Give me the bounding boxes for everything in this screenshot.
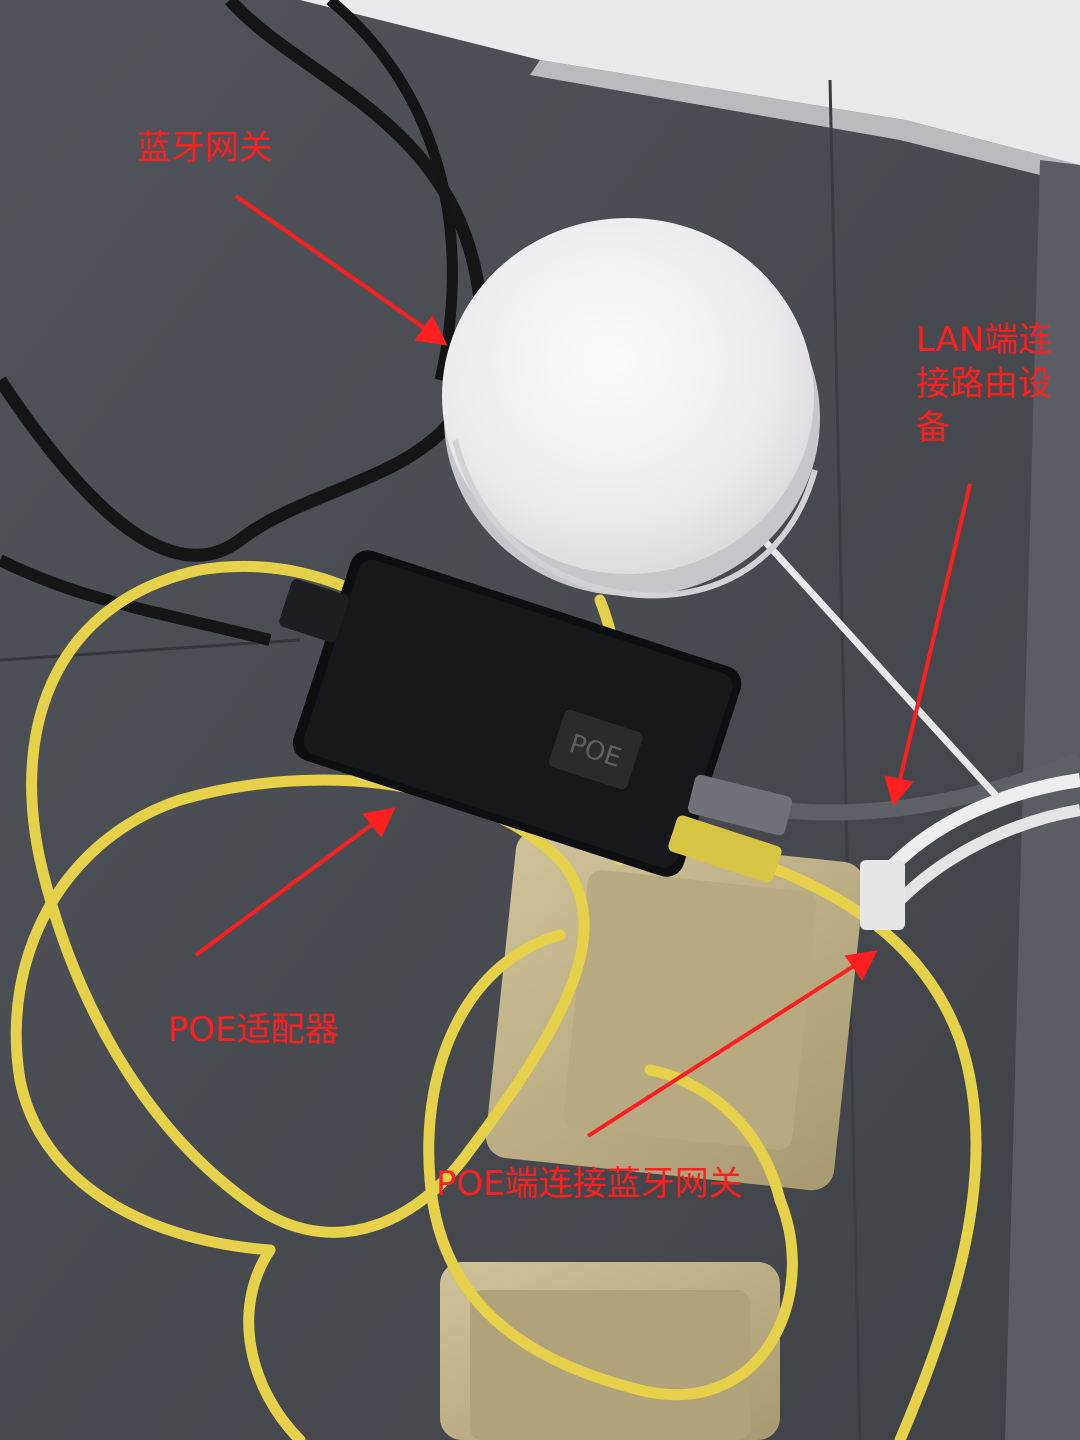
wall-socket bbox=[470, 1290, 750, 1440]
gateway-annotation: 蓝牙网关 bbox=[137, 128, 273, 168]
annotation-arrows bbox=[194, 194, 972, 1138]
white-cable bbox=[895, 804, 1080, 905]
arrow-poe-adapter-head bbox=[362, 807, 396, 838]
poe-adapter-annotation: POE适配器 bbox=[168, 1010, 339, 1050]
wall-strip bbox=[1005, 160, 1080, 1440]
poe-port-annotation: POE端连接蓝牙网关 bbox=[436, 1164, 743, 1204]
power-cable bbox=[0, 0, 489, 562]
desk-seam bbox=[828, 79, 862, 1440]
arrow-lan-head bbox=[884, 775, 914, 807]
rj45-connector bbox=[687, 774, 793, 836]
desk-seam bbox=[0, 638, 301, 662]
arrow-gateway-head bbox=[414, 315, 448, 346]
ethernet-cable bbox=[10, 560, 982, 1440]
arrow-gateway bbox=[234, 194, 432, 334]
power-cable bbox=[326, 0, 458, 382]
lan-port-annotation: LAN端连 接路由设 备 bbox=[916, 320, 1053, 448]
wall-shadow bbox=[530, 60, 1080, 185]
arrow-poe-port-head bbox=[844, 950, 878, 981]
wall-socket bbox=[563, 870, 817, 1150]
arrow-poe-port bbox=[586, 960, 862, 1138]
rj45-connector bbox=[668, 815, 782, 883]
white-cable bbox=[874, 773, 1080, 885]
arrow-poe-adapter bbox=[194, 818, 380, 957]
lan-cable bbox=[779, 752, 1080, 821]
plug-head bbox=[860, 860, 905, 930]
wall-panel bbox=[300, 0, 1080, 165]
arrow-lan bbox=[896, 483, 972, 789]
ble-gateway-device bbox=[442, 218, 820, 599]
poe-adapter-device: POE bbox=[279, 550, 742, 877]
